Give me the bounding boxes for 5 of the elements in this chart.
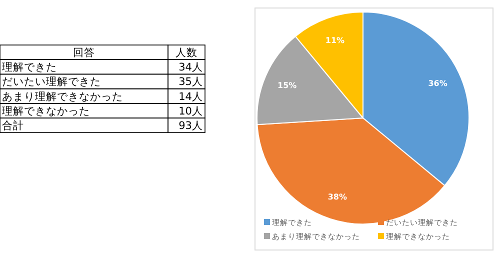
data-label: 38%: [328, 192, 348, 202]
data-label: 15%: [278, 81, 297, 90]
data-label: 11%: [325, 36, 345, 46]
data-label: 36%: [428, 78, 448, 88]
table: 回答 人数 理解できた 34人 だいたい理解できた 35人 あまり理解できなかった 14人 理解できなかった 10人 合計 93人: [0, 44, 206, 133]
